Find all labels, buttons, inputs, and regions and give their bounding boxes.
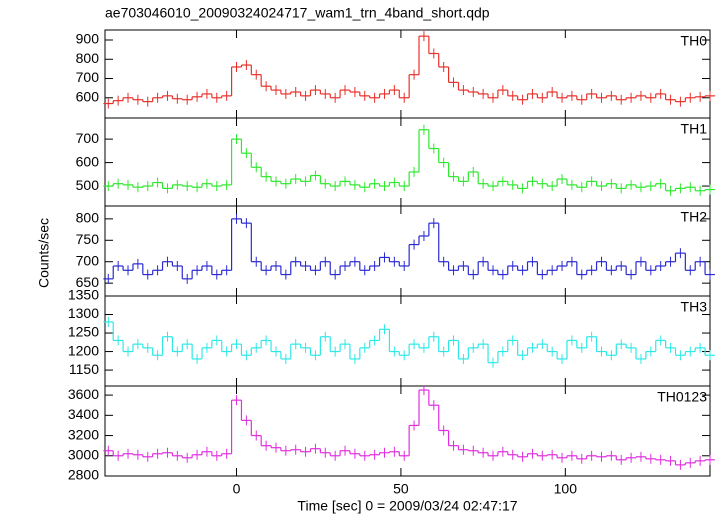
- y-tick-label: 700: [76, 69, 100, 85]
- x-tick-label: 0: [233, 481, 241, 497]
- panel-frame: [104, 295, 711, 387]
- panel-label: TH2: [681, 209, 708, 225]
- y-tick-label: 1150: [69, 361, 99, 377]
- panel-frame: [104, 205, 711, 297]
- y-tick-label: 1250: [68, 324, 99, 340]
- y-tick-label: 650: [76, 274, 100, 290]
- y-tick-label: 3200: [68, 426, 99, 442]
- panel-label: TH0123: [657, 389, 707, 405]
- y-tick-label: 700: [76, 252, 100, 268]
- panel-label: TH1: [681, 121, 708, 137]
- y-tick-label: 900: [76, 31, 100, 47]
- y-tick-label: 600: [76, 153, 100, 169]
- y-tick-label: 3400: [68, 406, 99, 422]
- chart-title: ae703046010_20090324024717_wam1_trn_4ban…: [105, 5, 490, 21]
- panel-frame: [104, 117, 711, 207]
- y-tick-label: 1300: [68, 305, 99, 321]
- panel-label: TH3: [681, 299, 708, 315]
- x-tick-label: 50: [393, 481, 409, 497]
- y-tick-label: 3000: [68, 446, 99, 462]
- y-tick-label: 1350: [68, 287, 99, 303]
- y-tick-label: 800: [76, 50, 100, 66]
- y-tick-label: 750: [76, 231, 100, 247]
- y-tick-label: 2800: [68, 467, 99, 483]
- panel-frame: [104, 385, 711, 477]
- y-axis-label: Counts/sec: [36, 218, 52, 288]
- y-tick-label: 700: [76, 130, 100, 146]
- panel-label: TH0: [681, 33, 708, 49]
- y-tick-label: 600: [76, 88, 100, 104]
- y-tick-label: 800: [76, 210, 100, 226]
- x-axis-label: Time [sec] 0 = 2009/03/24 02:47:17: [297, 498, 517, 514]
- y-tick-label: 3600: [68, 386, 99, 402]
- panel-frame: [104, 29, 711, 119]
- x-tick-label: 100: [554, 481, 578, 497]
- y-tick-label: 1200: [68, 342, 99, 358]
- y-tick-label: 500: [76, 177, 100, 193]
